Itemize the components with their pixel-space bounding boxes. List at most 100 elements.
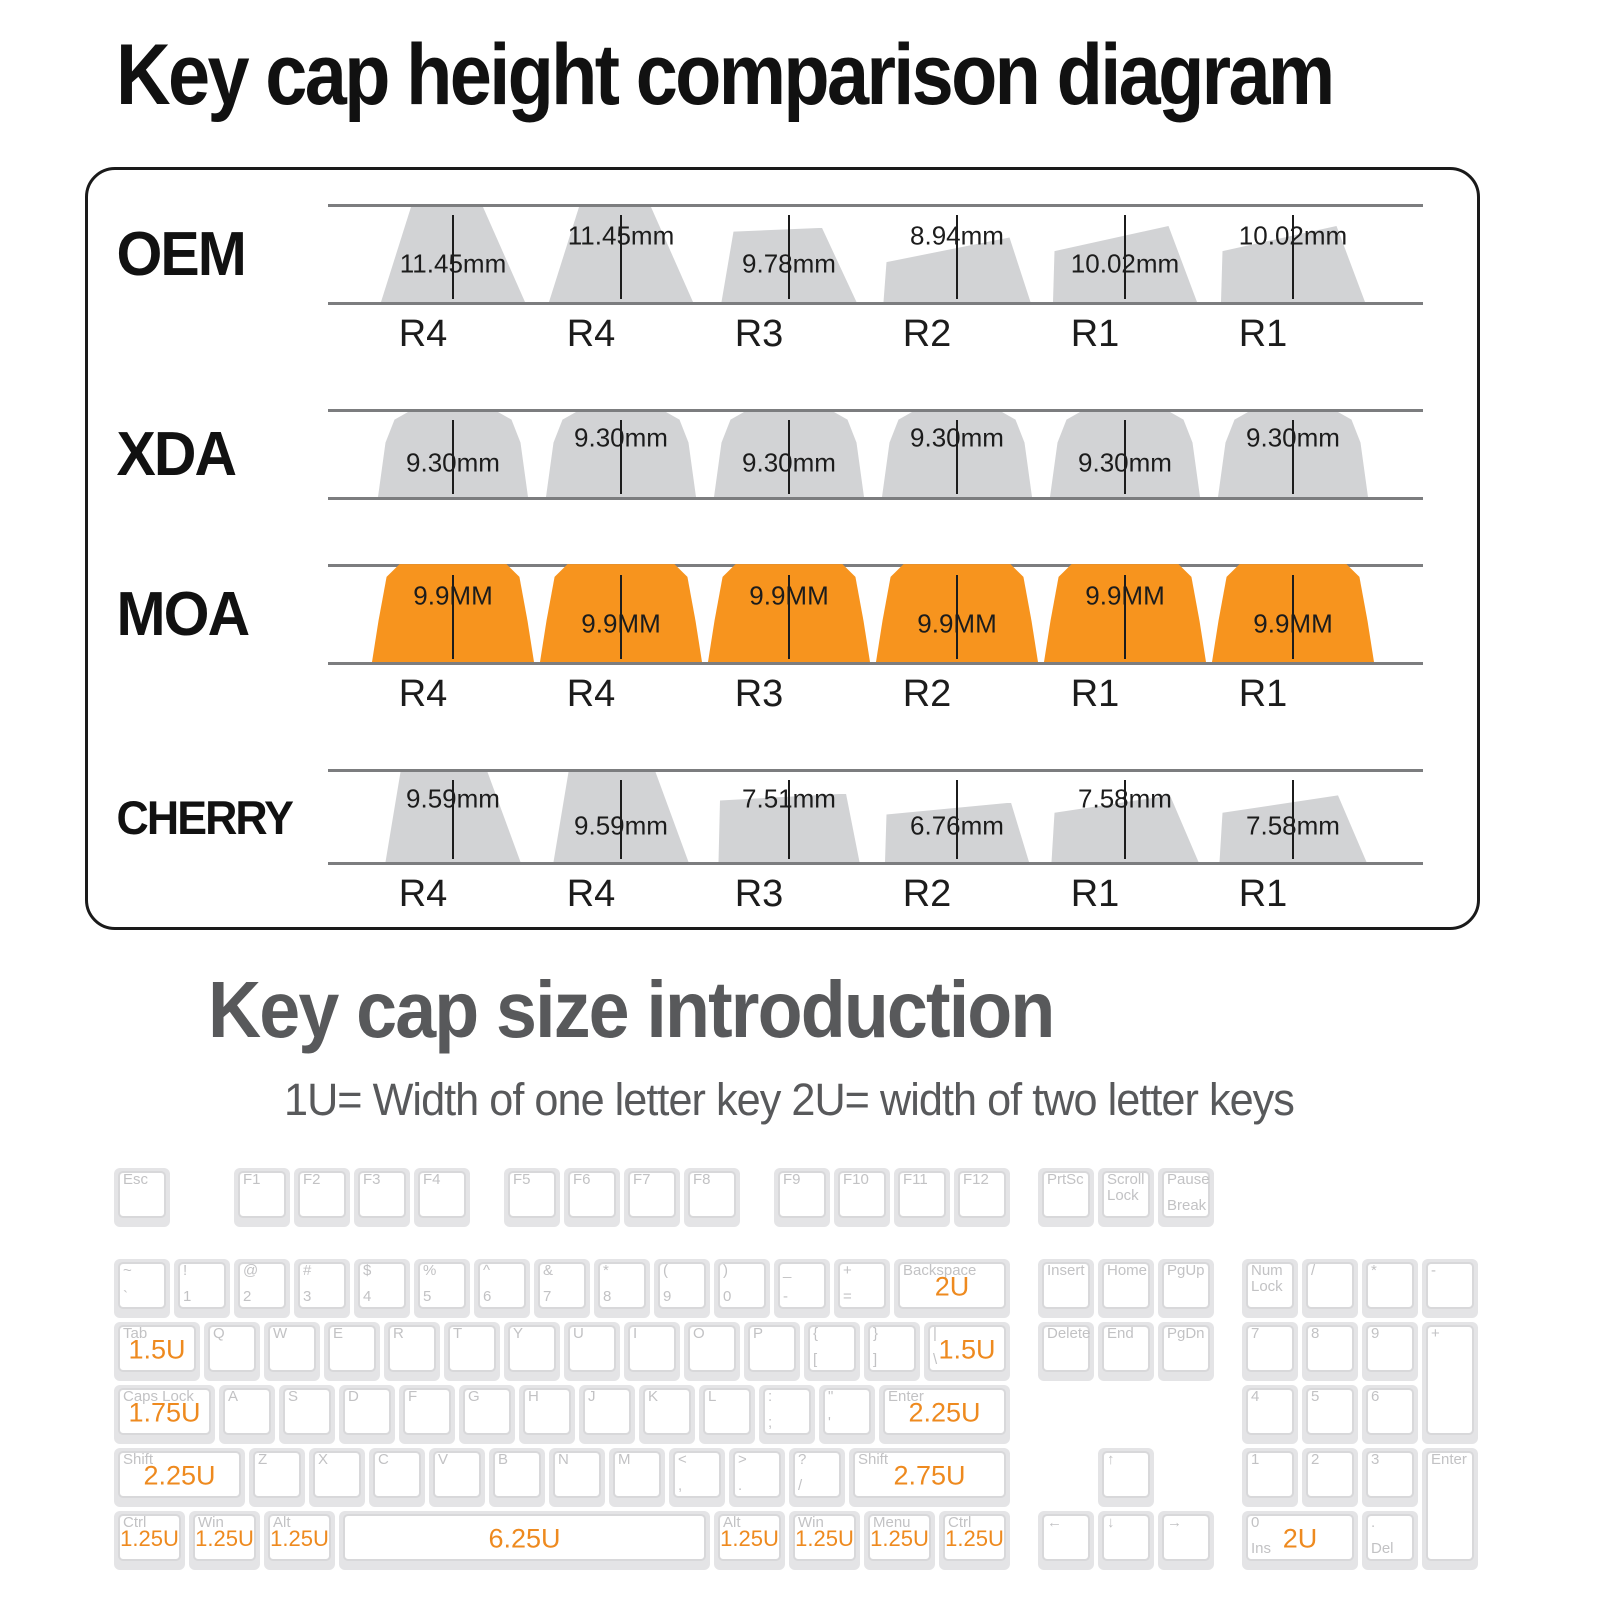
height-label: 9.30mm — [1078, 447, 1172, 478]
kb-key-6: 6 — [1362, 1385, 1418, 1444]
kb-key-sublabel: Ins — [1251, 1540, 1272, 1557]
kb-key-key: . Del — [1362, 1511, 1418, 1570]
spacer — [88, 711, 1477, 769]
kb-key-size-label: 1.25U — [270, 1526, 329, 1552]
row-label: R4 — [566, 673, 616, 715]
kb-key-label: $ — [363, 1262, 372, 1279]
kb-keycap-face — [433, 1451, 481, 1498]
row-label: R3 — [734, 313, 784, 355]
kb-key-o: O — [684, 1322, 740, 1381]
kb-key-size-label: 6.25U — [488, 1523, 561, 1554]
kb-row: Tab 1.5U Q W E R T Y U I O P{[}] | \ 1.5U — [112, 1322, 1012, 1381]
kb-key-enter: Enter — [1422, 1448, 1478, 1570]
kb-keycap-face — [118, 1325, 196, 1372]
kb-key-label: Y — [513, 1325, 524, 1342]
kb-keycap-face — [1246, 1388, 1294, 1435]
kb-row: 1 2 3 Enter — [1240, 1448, 1480, 1570]
kb-keycap-face — [1366, 1451, 1414, 1498]
kb-key-esc: Esc — [114, 1168, 170, 1227]
kb-key-size-label: 1.75U — [128, 1397, 201, 1428]
kb-key-label: ( — [663, 1262, 668, 1279]
kb-keycap-face — [628, 1325, 676, 1372]
kb-key-label: 7 — [1251, 1325, 1260, 1342]
kb-key-label: ? — [798, 1451, 807, 1468]
kb-keycap-face — [268, 1325, 316, 1372]
height-label: 7.51mm — [742, 783, 836, 814]
profile-name-label: CHERRY — [116, 790, 294, 844]
height-label: 9.9MM — [1085, 580, 1165, 610]
kb-keycap-face — [1246, 1262, 1294, 1309]
kb-keycap-face — [118, 1388, 211, 1435]
row-position-labels: R4 R4 R3 R2 R1 R1 — [298, 665, 1393, 715]
kb-key-label: C — [378, 1451, 389, 1468]
kb-key-u: U — [564, 1322, 620, 1381]
kb-key-label: ) — [723, 1262, 728, 1279]
kb-key-label: / — [1311, 1262, 1316, 1279]
row-label: R1 — [1070, 873, 1120, 915]
height-label: 9.9MM — [1253, 608, 1333, 639]
kb-key-a: A — [219, 1385, 275, 1444]
kb-nav-block: PrtSc Scroll Lock Pause Break Insert Home PgUp… — [1036, 1168, 1216, 1574]
height-label: 7.58mm — [1246, 810, 1340, 841]
kb-key-i: I — [624, 1322, 680, 1381]
kb-key-label: PgUp — [1167, 1262, 1205, 1279]
kb-key-label: > — [738, 1451, 747, 1468]
kb-row: Num Lock / * - — [1240, 1259, 1480, 1318]
center-tick — [1292, 780, 1294, 859]
height-label: 9.9MM — [581, 608, 661, 639]
kb-key-key: % 5 — [414, 1259, 470, 1318]
row-label: R2 — [902, 873, 952, 915]
row-position-labels: R4 R4 R3 R2 R1 R1 — [298, 865, 1393, 915]
kb-key-key: ~ ` — [114, 1259, 170, 1318]
height-label: 6.76mm — [910, 810, 1004, 841]
kb-keycap-face — [298, 1262, 346, 1309]
row-label: R4 — [398, 673, 448, 715]
kb-key-key: ↑ — [1098, 1448, 1154, 1507]
profile-moa: MOA 9.9MM 9.9MM 9.9MM 9.9MM 9.9MM 9.9MM R4 R4 R3 R… — [88, 564, 1477, 769]
kb-key-label: Enter — [1431, 1451, 1467, 1468]
kb-key-x: X — [309, 1448, 365, 1507]
kb-key-label: + — [843, 1262, 852, 1279]
kb-key-z: Z — [249, 1448, 305, 1507]
profile-name-label: OEM — [116, 220, 247, 289]
center-tick — [1124, 215, 1126, 299]
kb-key-label: } — [873, 1325, 879, 1342]
kb-keycap-face — [613, 1451, 661, 1498]
kb-key-shift: Shift 2.25U — [114, 1448, 245, 1507]
kb-key-key: * 8 — [594, 1259, 650, 1318]
kb-key-label: Delete — [1047, 1325, 1091, 1342]
kb-key-key: $4 — [354, 1259, 410, 1318]
kb-key-label: B — [498, 1451, 509, 1468]
kb-numpad-block: Num Lock / * - 7 8 9 +4 5 6 1 2 3 Enter 0 Ins 2U. Del — [1240, 1168, 1480, 1574]
kb-row: Caps Lock 1.75U A S D F G H J K L:; " ' Enter 2.25U — [112, 1385, 1012, 1444]
kb-key-sublabel: 0 — [723, 1288, 732, 1305]
kb-keycap-face — [1042, 1262, 1090, 1309]
center-tick — [452, 215, 454, 299]
kb-keycap-face — [1366, 1262, 1414, 1309]
kb-key-key: :; — [759, 1385, 815, 1444]
kb-key-f5: F5 — [504, 1168, 560, 1227]
center-tick — [956, 780, 958, 859]
kb-key-key: ↓ — [1098, 1511, 1154, 1570]
kb-key-label: S — [288, 1388, 299, 1405]
kb-key-key: | \ 1.5U — [924, 1322, 1010, 1381]
height-label: 9.30mm — [574, 422, 668, 452]
kb-key-label: F5 — [513, 1171, 531, 1188]
kb-keycap-face — [1306, 1325, 1354, 1372]
height-label: 9.78mm — [742, 248, 836, 279]
kb-keycap-face — [868, 1325, 916, 1372]
height-label: 10.02mm — [1070, 248, 1180, 279]
kb-key-backspace: Backspace 2U — [894, 1259, 1010, 1318]
center-tick — [620, 420, 622, 494]
kb-keycap-face — [598, 1262, 646, 1309]
center-tick — [1292, 575, 1294, 659]
kb-key-menu: Menu 1.25U — [864, 1511, 935, 1570]
kb-key-e: E — [324, 1322, 380, 1381]
spacer — [88, 351, 1477, 409]
kb-keycap-face — [1246, 1451, 1294, 1498]
kb-keycap-face — [718, 1514, 781, 1561]
kb-key-label: ~ — [123, 1262, 132, 1279]
kb-key-label: ^ — [483, 1262, 491, 1279]
kb-key-label: → — [1167, 1514, 1182, 1531]
height-label: 9.9MM — [749, 580, 829, 610]
